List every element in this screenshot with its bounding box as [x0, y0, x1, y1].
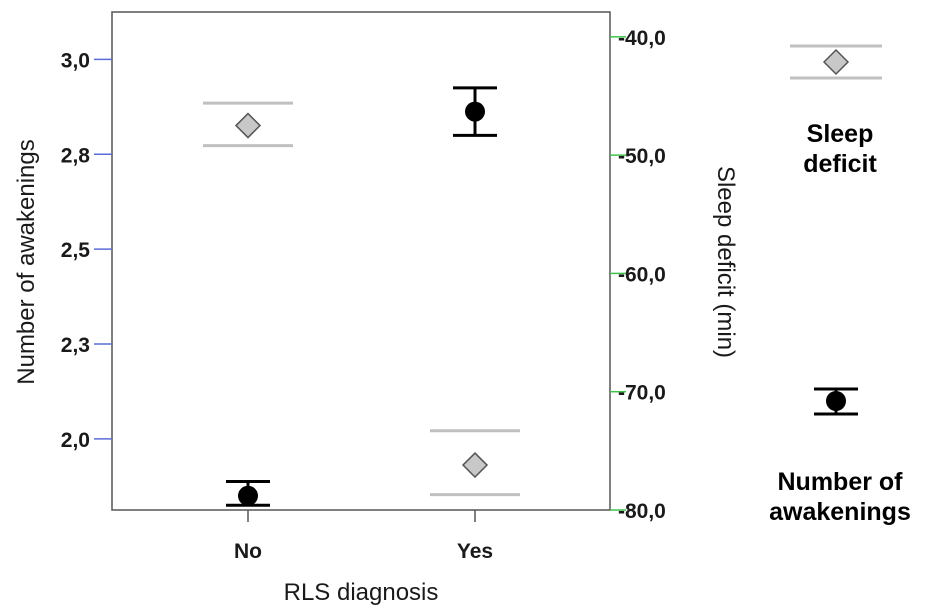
sleep-deficit-point	[234, 112, 262, 139]
sleep-deficit-mark	[430, 429, 520, 497]
right-axis-tick-label: -70,0	[618, 382, 666, 405]
y-axis-left-title: Number of awakenings	[13, 139, 40, 384]
right-axis-tick-label: -50,0	[618, 145, 666, 168]
chart-marks	[203, 86, 520, 507]
legend-label-number-of-awakenings: Number of awakenings	[769, 468, 911, 526]
left-axis: 2,0 2,3 2,5 2,8 3,0	[61, 49, 112, 452]
legend: Sleep deficit Number of awakenings	[769, 44, 911, 526]
awakenings-point	[465, 101, 485, 122]
awakenings-point	[238, 485, 258, 506]
awakenings-mark	[453, 86, 497, 137]
legend-awakenings-symbol	[826, 391, 846, 411]
right-axis-tick-label: -80,0	[618, 500, 666, 523]
left-axis-tick-label: 2,3	[61, 334, 90, 357]
x-axis-title: RLS diagnosis	[284, 579, 439, 606]
legend-item-sleep-deficit	[790, 44, 882, 80]
x-axis: No Yes	[234, 510, 493, 563]
sleep-deficit-point	[461, 451, 489, 479]
legend-label-sleep-deficit: Sleep deficit	[803, 120, 877, 178]
right-axis-tick-label: -60,0	[618, 263, 666, 286]
awakenings-mark	[226, 480, 270, 507]
sleep-deficit-mark	[203, 101, 293, 148]
x-axis-tick-label: No	[234, 540, 262, 563]
legend-sleep-deficit-symbol	[822, 48, 850, 76]
right-axis: -80,0 -70,0 -60,0 -50,0 -40,0	[610, 27, 666, 523]
left-axis-tick-label: 2,0	[61, 429, 90, 452]
x-axis-tick-label: Yes	[457, 540, 493, 563]
left-axis-tick-label: 3,0	[61, 49, 90, 72]
legend-item-number-of-awakenings	[814, 387, 858, 416]
y-axis-right-title: Sleep deficit (min)	[712, 166, 739, 358]
plot-frame	[111, 11, 611, 511]
left-axis-tick-label: 2,8	[61, 144, 91, 167]
left-axis-tick-label: 2,5	[61, 239, 91, 262]
right-axis-tick-label: -40,0	[618, 27, 666, 50]
